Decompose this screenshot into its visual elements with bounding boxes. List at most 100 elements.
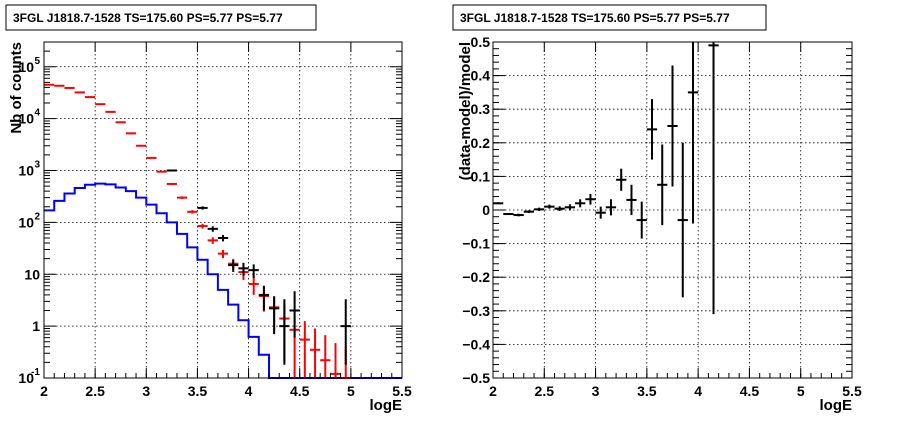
left-y-tick-label: 10	[24, 266, 40, 282]
right-x-tick-label: 2.5	[535, 383, 555, 399]
right-residual-point	[523, 210, 535, 214]
right-y-tick-label: −0.2	[462, 269, 490, 285]
right-y-tick-label: −0.3	[462, 303, 490, 319]
left-red-point	[197, 223, 208, 229]
left-plot-frame	[43, 41, 403, 379]
left-red-point	[187, 210, 198, 214]
right-residual-point	[626, 184, 637, 216]
left-black-point	[207, 226, 218, 232]
left-y-tick-exponent: 4	[34, 108, 40, 119]
left-y-tick-label: 10	[18, 370, 34, 386]
left-grid	[44, 42, 402, 378]
left-x-tick-label: 3	[142, 383, 150, 399]
right-residual-point	[585, 193, 596, 205]
left-black-point	[197, 206, 208, 210]
right-x-tick-label: 5	[797, 383, 805, 399]
right-x-tick-label: 5.5	[842, 383, 862, 399]
right-panel: 3FGL J1818.7-1528 TS=175.60 PS=5.77 PS=5…	[452, 4, 862, 414]
left-x-tick-label: 2.5	[85, 383, 105, 399]
right-residual-point	[708, 42, 719, 315]
left-black-point	[258, 285, 270, 311]
left-x-axis-title: logE	[370, 397, 403, 414]
left-title: 3FGL J1818.7-1528 TS=175.60 PS=5.77 PS=5…	[13, 11, 283, 25]
left-red-point	[217, 249, 229, 259]
left-y-tick-exponent: -1	[31, 367, 40, 378]
left-black-point	[217, 235, 229, 242]
left-red-point	[248, 276, 259, 295]
right-x-tick-label: 4	[694, 383, 702, 399]
right-residual-point	[616, 168, 627, 191]
right-residual-point	[544, 204, 555, 209]
left-black-point	[228, 259, 239, 272]
left-y-tick-exponent: 2	[34, 211, 40, 222]
left-x-tick-label: 4	[245, 383, 253, 399]
left-x-tick-label: 5	[347, 383, 355, 399]
right-title: 3FGL J1818.7-1528 TS=175.60 PS=5.77 PS=5…	[460, 11, 730, 25]
left-red-point	[309, 328, 321, 378]
left-red-point	[299, 321, 310, 378]
right-y-tick-label: 0.4	[471, 68, 491, 84]
right-residual-point	[564, 204, 576, 211]
right-title-box	[452, 4, 767, 31]
left-panel: 3FGL J1818.7-1528 TS=175.60 PS=5.77 PS=5…	[5, 4, 412, 414]
right-y-tick-label: 0.3	[471, 101, 491, 117]
right-y-tick-label: 0.1	[471, 168, 491, 184]
left-y-tick-exponent: 3	[34, 160, 40, 171]
right-residual-point	[605, 199, 617, 216]
left-y-axis-title: Nb of counts	[8, 42, 25, 134]
right-x-tick-label: 3	[592, 383, 600, 399]
left-red-point	[330, 343, 341, 378]
right-x-tick-label: 2	[489, 383, 497, 399]
right-x-tick-label: 4.5	[740, 383, 760, 399]
right-ticks: 2 2.5 3 3.5 4 4.5 5 5.5 −0.5 −0.4 −0.3 −0.2 −0.1 0 0.1…	[462, 34, 862, 399]
right-residual-point	[646, 99, 658, 160]
left-model-histogram	[44, 182, 402, 379]
left-title-box	[5, 4, 317, 31]
right-residual-point	[636, 201, 647, 239]
left-black-point	[238, 262, 249, 276]
right-y-tick-label: 0.2	[471, 135, 491, 151]
left-y-tick-label: 10	[18, 59, 34, 75]
right-residual-point	[575, 199, 586, 208]
left-black-point	[279, 299, 290, 365]
right-residual-point	[677, 142, 688, 298]
right-residual-point	[554, 206, 565, 212]
right-y-tick-label: 0.5	[471, 34, 491, 50]
left-x-tick-label: 4.5	[290, 383, 310, 399]
right-y-axis-title: (data-model)/model	[457, 42, 474, 180]
left-x-tick-label: 3.5	[188, 383, 208, 399]
right-residual-point	[657, 144, 668, 226]
right-residual-point	[595, 206, 606, 219]
left-black-point	[340, 299, 351, 365]
right-residual-point	[513, 213, 524, 217]
right-y-tick-label: −0.1	[462, 236, 490, 252]
left-y-tick-label: 10	[18, 214, 34, 230]
left-marks	[44, 83, 402, 379]
right-residual-point	[534, 207, 545, 212]
right-y-tick-label: −0.4	[462, 336, 490, 352]
right-x-tick-label: 3.5	[637, 383, 657, 399]
left-y-tick-label: 1	[32, 318, 40, 334]
left-black-point	[248, 264, 259, 278]
right-x-axis-title: logE	[820, 397, 853, 414]
left-x-tick-label: 2	[40, 383, 48, 399]
right-residual-point	[503, 213, 514, 216]
right-y-tick-label: 0	[482, 202, 490, 218]
left-red-point	[176, 196, 188, 199]
right-marks	[493, 42, 719, 315]
right-y-tick-label: −0.5	[462, 370, 490, 386]
left-black-point	[269, 296, 280, 335]
left-x-tick-label: 5.5	[392, 383, 412, 399]
right-grid	[493, 42, 852, 378]
left-y-tick-label: 10	[18, 111, 34, 127]
right-residual-point	[687, 42, 699, 224]
right-residual-point	[667, 65, 678, 187]
left-red-point	[320, 335, 331, 378]
left-y-tick-label: 10	[18, 163, 34, 179]
left-red-point	[207, 237, 218, 244]
left-red-point	[166, 182, 177, 186]
left-y-tick-exponent: 5	[34, 56, 40, 67]
left-black-point	[289, 291, 300, 338]
